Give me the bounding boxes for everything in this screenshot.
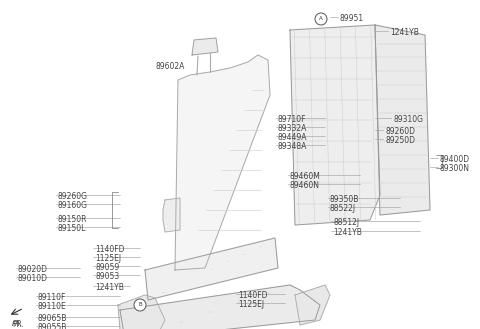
Polygon shape — [295, 285, 330, 325]
Text: 89150R: 89150R — [58, 215, 87, 224]
Polygon shape — [175, 55, 270, 270]
Polygon shape — [375, 25, 430, 215]
Text: 89065B: 89065B — [38, 314, 67, 323]
Text: 1140FD: 1140FD — [95, 245, 124, 254]
Text: 89449A: 89449A — [278, 133, 308, 142]
Text: 89110E: 89110E — [38, 302, 67, 311]
Text: 89350B: 89350B — [330, 195, 360, 204]
Text: 89055B: 89055B — [38, 323, 67, 329]
Text: A: A — [319, 16, 323, 21]
Text: 1125EJ: 1125EJ — [238, 300, 264, 309]
Polygon shape — [120, 285, 320, 329]
Text: 89020D: 89020D — [18, 265, 48, 274]
Text: 89250D: 89250D — [385, 136, 415, 145]
Text: 88512J: 88512J — [333, 218, 359, 227]
Circle shape — [134, 299, 146, 311]
Text: 89010D: 89010D — [18, 274, 48, 283]
Text: 89332A: 89332A — [278, 124, 307, 133]
Text: 89300N: 89300N — [440, 164, 470, 173]
Polygon shape — [290, 25, 380, 225]
Text: 89400D: 89400D — [440, 155, 470, 164]
Text: 89059: 89059 — [95, 263, 119, 272]
Text: 89310G: 89310G — [393, 115, 423, 124]
Text: 1241YB: 1241YB — [95, 283, 124, 292]
Polygon shape — [145, 238, 278, 300]
Text: 1241YB: 1241YB — [333, 228, 362, 237]
Text: 89951: 89951 — [340, 14, 364, 23]
Polygon shape — [163, 198, 180, 232]
Text: 89053: 89053 — [95, 272, 119, 281]
Text: 89460M: 89460M — [290, 172, 321, 181]
Polygon shape — [192, 38, 218, 55]
Circle shape — [315, 13, 327, 25]
Text: 1125EJ: 1125EJ — [95, 254, 121, 263]
Text: 89110F: 89110F — [38, 293, 66, 302]
Text: 88522J: 88522J — [330, 204, 356, 213]
Polygon shape — [118, 295, 165, 329]
Text: 1140FD: 1140FD — [238, 291, 267, 300]
Text: 89348A: 89348A — [278, 142, 307, 151]
Text: FR.: FR. — [12, 321, 23, 327]
Text: 89150L: 89150L — [58, 224, 86, 233]
Text: FR.: FR. — [12, 320, 24, 329]
Text: 89160G: 89160G — [58, 201, 88, 210]
Text: 89260G: 89260G — [58, 192, 88, 201]
Text: 89460N: 89460N — [290, 181, 320, 190]
Text: 89710F: 89710F — [278, 115, 307, 124]
Text: 89260D: 89260D — [385, 127, 415, 136]
Text: 1241YB: 1241YB — [390, 28, 419, 37]
Text: 89602A: 89602A — [155, 62, 184, 71]
Text: B: B — [138, 302, 142, 308]
